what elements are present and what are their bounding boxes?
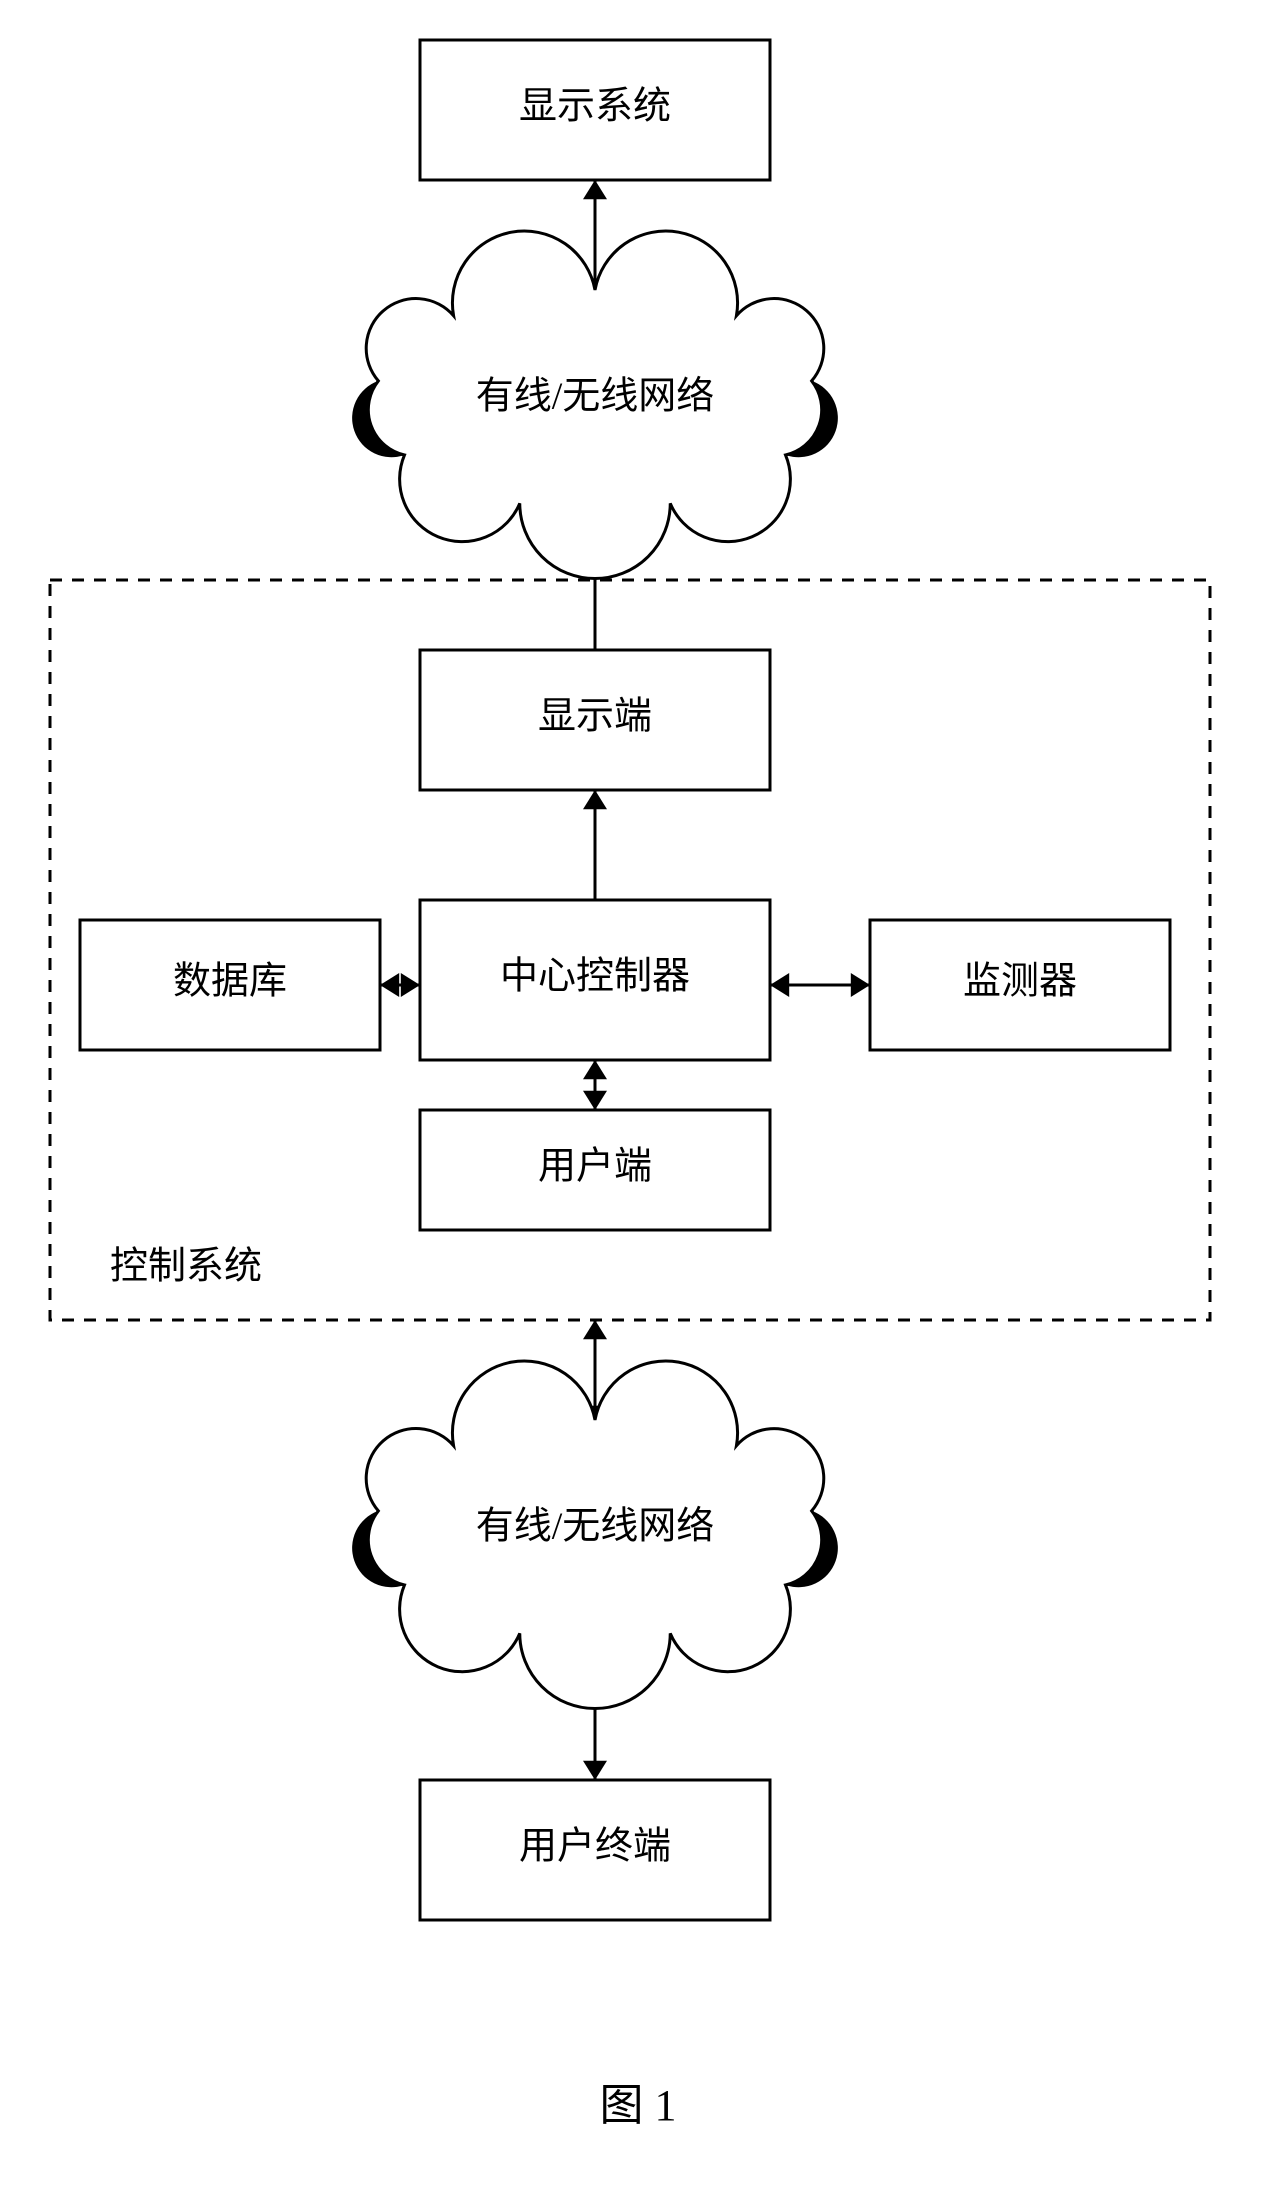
node-user_terminal: 用户终端 (420, 1780, 770, 1920)
node-label-monitor: 监测器 (963, 961, 1077, 1003)
edge-controller-monitor (770, 973, 870, 997)
figure-caption: 图 1 (600, 2081, 677, 2130)
system-diagram: 控制系统 显示系统有线/无线网络显示端数据库中心控制器监测器用户端有线/无线网络… (0, 0, 1276, 2187)
node-label-cloud_top: 有线/无线网络 (476, 376, 715, 418)
edge-database-controller (380, 973, 420, 997)
node-label-display_terminal: 显示端 (538, 696, 652, 738)
control-system-label: 控制系统 (110, 1246, 262, 1288)
node-display_system: 显示系统 (420, 40, 770, 180)
node-controller: 中心控制器 (420, 900, 770, 1060)
nodes-layer: 显示系统有线/无线网络显示端数据库中心控制器监测器用户端有线/无线网络用户终端 (80, 40, 1170, 1920)
node-display_terminal: 显示端 (420, 650, 770, 790)
edge-display_terminal-controller (583, 790, 607, 900)
edge-controller-client (583, 1060, 607, 1110)
node-client: 用户端 (420, 1110, 770, 1230)
node-label-cloud_bottom: 有线/无线网络 (476, 1506, 715, 1548)
node-label-controller: 中心控制器 (500, 956, 690, 998)
node-label-display_system: 显示系统 (519, 86, 671, 128)
node-label-database: 数据库 (173, 961, 287, 1003)
node-monitor: 监测器 (870, 920, 1170, 1050)
node-database: 数据库 (80, 920, 380, 1050)
node-label-user_terminal: 用户终端 (519, 1826, 671, 1868)
node-label-client: 用户端 (538, 1146, 652, 1188)
